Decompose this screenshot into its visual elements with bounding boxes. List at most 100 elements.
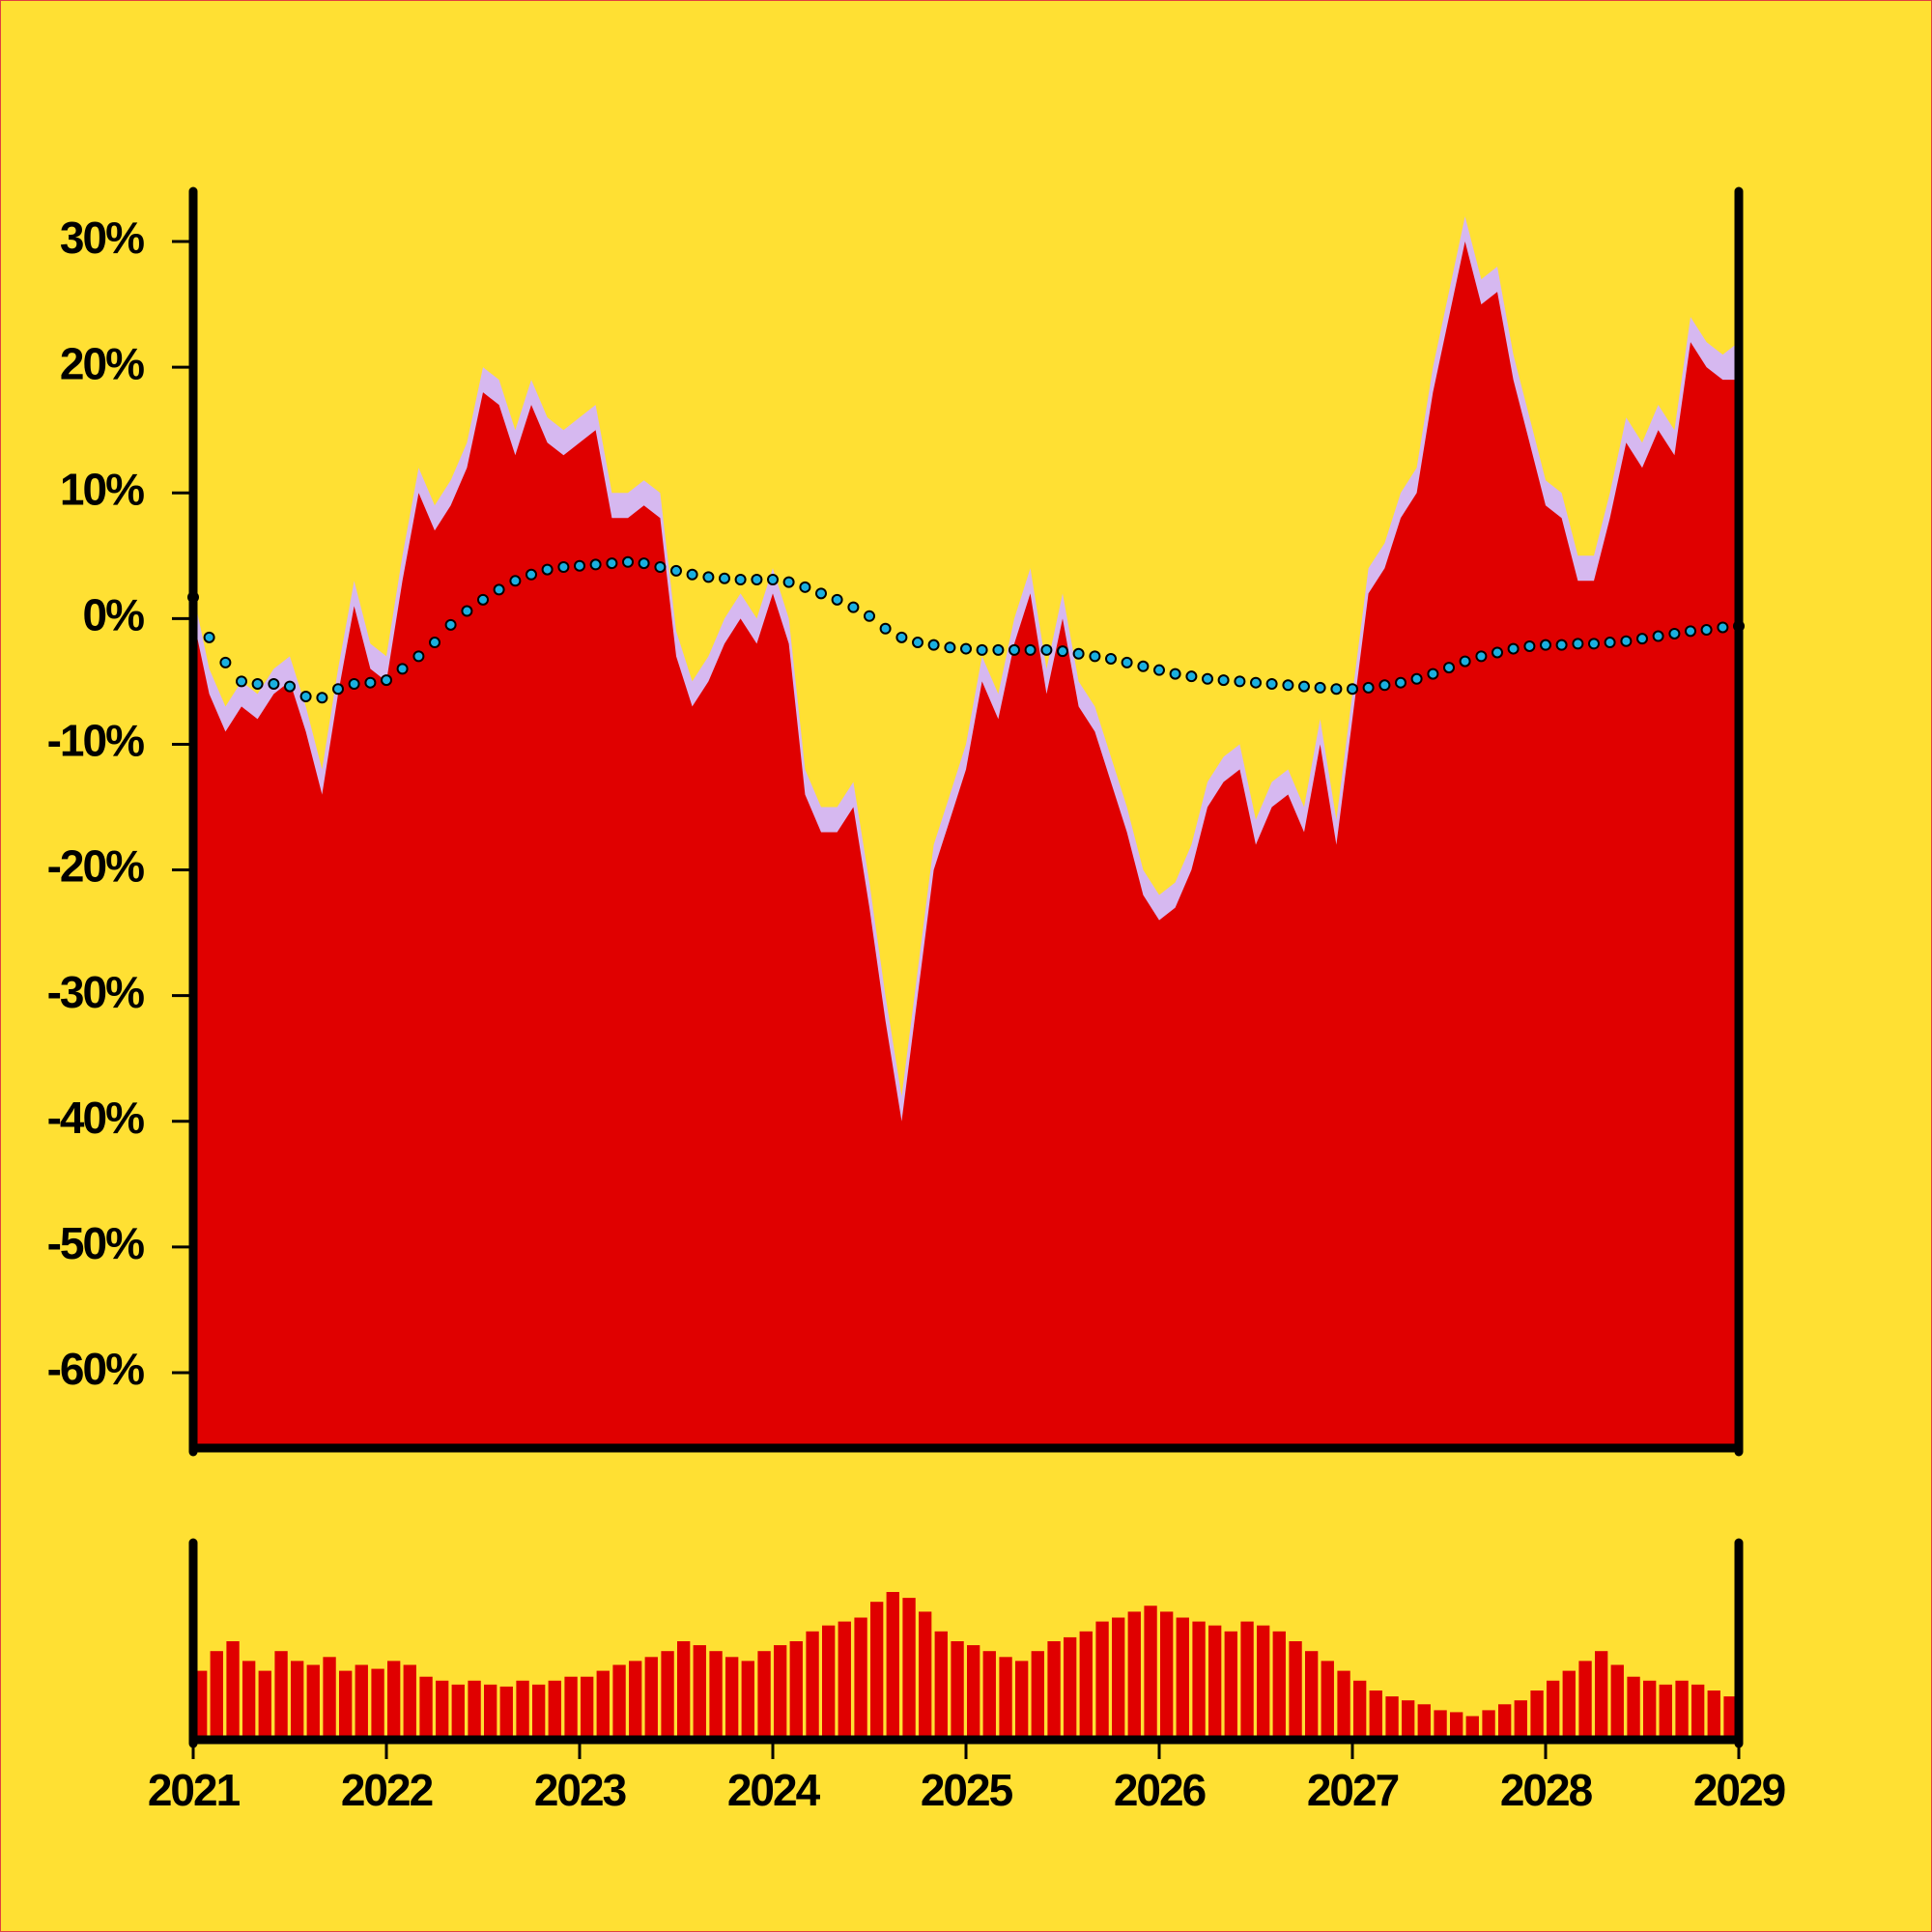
volume-bar [1482,1710,1495,1740]
ma-dot [1620,635,1633,647]
ma-dot [1555,639,1568,651]
ma-dot [1137,660,1150,672]
ma-dot [1024,643,1037,656]
volume-bar [1547,1680,1560,1740]
ma-dot [1410,672,1423,685]
ma-dot [1153,664,1165,676]
volume-bar [1402,1700,1415,1740]
volume-bar [1160,1611,1174,1740]
ma-dot [734,574,747,586]
volume-bar [210,1651,223,1740]
x-tick-label: 2023 [534,1765,626,1815]
ma-dot [702,571,715,583]
x-tick-label: 2028 [1500,1765,1593,1815]
volume-bar [451,1684,465,1740]
ma-dot [992,643,1005,656]
ma-dot [1121,656,1133,668]
ma-dot [1700,624,1713,637]
ma-dot [1459,655,1471,668]
ma-dot [912,637,923,649]
ma-dot [1234,675,1246,688]
volume-bar [564,1676,578,1740]
ma-dot [1265,677,1278,690]
volume-bar [1514,1700,1527,1740]
volume-bar [468,1680,481,1740]
volume-bar [1691,1684,1705,1740]
volume-bar [1208,1625,1222,1740]
volume-bar [1112,1617,1125,1740]
volume-bar [1675,1680,1689,1740]
x-tick-label: 2021 [148,1765,241,1815]
ma-dot [236,675,247,688]
volume-bar [644,1657,658,1740]
volume-bar [886,1592,899,1740]
volume-bar [1272,1631,1286,1740]
volume-bar [1144,1605,1157,1740]
ma-dot [1217,674,1230,687]
volume-bar [1627,1676,1640,1740]
ma-dot [332,683,344,696]
ma-dot [1072,647,1085,660]
ma-dot [1089,650,1101,663]
volume-bar [1562,1670,1576,1740]
volume-bar [854,1617,867,1740]
volume-bar [1369,1690,1382,1740]
ma-dot [284,680,296,693]
ma-dot [686,568,698,581]
ma-dot [976,643,988,656]
volume-bar [1659,1684,1672,1740]
volume-bar [999,1657,1012,1740]
ma-dot [1652,630,1664,642]
ma-dot [895,631,908,643]
ma-dot [1282,679,1294,692]
ma-dot [1395,676,1406,689]
volume-bar [1417,1704,1431,1740]
volume-bar [1498,1704,1512,1740]
ma-dot [719,572,730,584]
volume-bar [1723,1696,1737,1740]
volume-bar [1578,1661,1592,1740]
y-tick-label: 30% [60,213,144,263]
volume-bar [757,1651,771,1740]
ma-dot [960,642,972,655]
y-tick-label: -50% [47,1218,144,1268]
volume-panel: 2021 2022 2023 2024 2025 2026 2027 2028 2029 [148,1538,1787,1815]
volume-bar [967,1645,980,1740]
ma-dot [444,618,457,631]
ma-dot [1362,681,1375,694]
ma-dot [751,574,763,586]
ma-dot [1540,639,1551,651]
ma-dot [299,691,312,703]
volume-bar [355,1664,368,1740]
price-panel: -60% -50% -40% -30% -20% -10% 0% 10% 20% 30% [47,186,1745,1457]
volume-bar [1530,1690,1544,1740]
ma-dot [927,639,940,651]
ma-dot [638,557,650,570]
volume-bar [596,1670,610,1740]
volume-bar [1465,1716,1479,1740]
volume-bar [1176,1617,1189,1740]
volume-bar [484,1684,497,1740]
volume-bar [1224,1631,1237,1740]
ma-dot [1588,638,1600,650]
ma-dot [879,622,892,635]
ma-dot [1492,646,1503,659]
volume-bar [1337,1670,1350,1740]
volume-bar [677,1641,691,1740]
ma-dot [1105,652,1117,665]
y-tick-label: -20% [47,841,144,892]
volume-bar [387,1661,401,1740]
ma-dot [1523,639,1536,652]
volume-bar [548,1680,561,1740]
ma-dot [589,558,602,571]
volume-bar [258,1670,271,1740]
volume-bar [1095,1621,1109,1740]
ma-dot [429,637,440,649]
volume-bar [339,1670,353,1740]
volume-bar [1707,1690,1720,1740]
ma-dot [944,641,956,654]
x-tick-label: 2029 [1693,1765,1785,1815]
volume-bar [1289,1641,1302,1740]
volume-bar [1305,1651,1319,1740]
